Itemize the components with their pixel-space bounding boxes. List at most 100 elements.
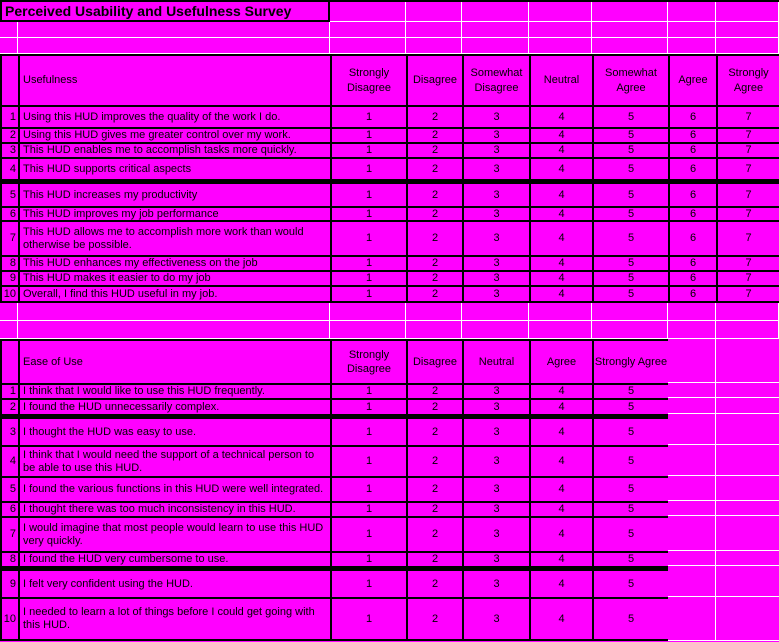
rating-cell[interactable]: 1	[332, 419, 406, 445]
rating-cell[interactable]: 1	[332, 129, 406, 142]
rating-cell[interactable]: 7	[718, 257, 779, 270]
rating-cell[interactable]: 1	[332, 222, 406, 255]
rating-cell[interactable]: 6	[670, 257, 716, 270]
rating-cell[interactable]: 1	[332, 518, 406, 551]
rating-cell[interactable]: 3	[464, 184, 529, 206]
rating-cell[interactable]: 2	[408, 184, 462, 206]
rating-cell[interactable]: 5	[594, 222, 668, 255]
rating-cell[interactable]: 4	[531, 599, 592, 639]
rating-cell[interactable]: 3	[464, 257, 529, 270]
rating-cell[interactable]: 7	[718, 208, 779, 220]
rating-cell[interactable]: 7	[718, 272, 779, 285]
rating-cell[interactable]: 7	[718, 159, 779, 179]
rating-cell[interactable]: 4	[531, 184, 592, 206]
rating-cell[interactable]: 3	[464, 159, 529, 179]
rating-cell[interactable]: 7	[718, 184, 779, 206]
rating-cell[interactable]: 1	[332, 107, 406, 127]
rating-cell[interactable]: 4	[531, 571, 592, 597]
rating-cell[interactable]: 6	[670, 107, 716, 127]
rating-cell[interactable]: 6	[670, 184, 716, 206]
rating-cell[interactable]: 3	[464, 287, 529, 301]
rating-cell[interactable]: 6	[670, 222, 716, 255]
rating-cell[interactable]: 5	[594, 571, 668, 597]
rating-cell[interactable]: 3	[464, 129, 529, 142]
rating-cell[interactable]: 5	[594, 419, 668, 445]
rating-cell[interactable]: 1	[332, 144, 406, 157]
rating-cell[interactable]: 2	[408, 385, 462, 398]
rating-cell[interactable]: 4	[531, 518, 592, 551]
rating-cell[interactable]: 2	[408, 400, 462, 414]
rating-cell[interactable]: 3	[464, 400, 529, 414]
rating-cell[interactable]: 2	[408, 257, 462, 270]
rating-cell[interactable]: 3	[464, 208, 529, 220]
rating-cell[interactable]: 4	[531, 400, 592, 414]
rating-cell[interactable]: 4	[531, 272, 592, 285]
rating-cell[interactable]: 1	[332, 478, 406, 501]
rating-cell[interactable]: 5	[594, 599, 668, 639]
rating-cell[interactable]: 5	[594, 272, 668, 285]
rating-cell[interactable]: 2	[408, 419, 462, 445]
rating-cell[interactable]: 6	[670, 272, 716, 285]
rating-cell[interactable]: 2	[408, 107, 462, 127]
rating-cell[interactable]: 3	[464, 478, 529, 501]
rating-cell[interactable]: 5	[594, 385, 668, 398]
rating-cell[interactable]: 2	[408, 599, 462, 639]
rating-cell[interactable]: 2	[408, 503, 462, 516]
rating-cell[interactable]: 2	[408, 129, 462, 142]
rating-cell[interactable]: 2	[408, 447, 462, 476]
rating-cell[interactable]: 7	[718, 287, 779, 301]
rating-cell[interactable]: 1	[332, 272, 406, 285]
rating-cell[interactable]: 3	[464, 553, 529, 566]
rating-cell[interactable]: 6	[670, 159, 716, 179]
rating-cell[interactable]: 4	[531, 503, 592, 516]
rating-cell[interactable]: 1	[332, 385, 406, 398]
rating-cell[interactable]: 6	[670, 287, 716, 301]
rating-cell[interactable]: 3	[464, 144, 529, 157]
rating-cell[interactable]: 5	[594, 447, 668, 476]
rating-cell[interactable]: 2	[408, 553, 462, 566]
rating-cell[interactable]: 5	[594, 518, 668, 551]
rating-cell[interactable]: 3	[464, 385, 529, 398]
rating-cell[interactable]: 5	[594, 553, 668, 566]
rating-cell[interactable]: 4	[531, 208, 592, 220]
rating-cell[interactable]: 3	[464, 503, 529, 516]
rating-cell[interactable]: 3	[464, 447, 529, 476]
rating-cell[interactable]: 5	[594, 503, 668, 516]
rating-cell[interactable]: 2	[408, 159, 462, 179]
rating-cell[interactable]: 4	[531, 287, 592, 301]
rating-cell[interactable]: 1	[332, 447, 406, 476]
rating-cell[interactable]: 1	[332, 208, 406, 220]
rating-cell[interactable]: 3	[464, 571, 529, 597]
rating-cell[interactable]: 5	[594, 257, 668, 270]
rating-cell[interactable]: 5	[594, 208, 668, 220]
rating-cell[interactable]: 5	[594, 144, 668, 157]
rating-cell[interactable]: 5	[594, 107, 668, 127]
rating-cell[interactable]: 5	[594, 287, 668, 301]
rating-cell[interactable]: 4	[531, 144, 592, 157]
rating-cell[interactable]: 4	[531, 159, 592, 179]
rating-cell[interactable]: 7	[718, 222, 779, 255]
rating-cell[interactable]: 4	[531, 553, 592, 566]
rating-cell[interactable]: 1	[332, 400, 406, 414]
rating-cell[interactable]: 2	[408, 478, 462, 501]
rating-cell[interactable]: 2	[408, 571, 462, 597]
rating-cell[interactable]: 2	[408, 272, 462, 285]
rating-cell[interactable]: 3	[464, 599, 529, 639]
rating-cell[interactable]: 1	[332, 553, 406, 566]
rating-cell[interactable]: 7	[718, 144, 779, 157]
rating-cell[interactable]: 3	[464, 518, 529, 551]
rating-cell[interactable]: 2	[408, 287, 462, 301]
rating-cell[interactable]: 1	[332, 184, 406, 206]
rating-cell[interactable]: 4	[531, 257, 592, 270]
rating-cell[interactable]: 4	[531, 447, 592, 476]
rating-cell[interactable]: 2	[408, 144, 462, 157]
rating-cell[interactable]: 5	[594, 400, 668, 414]
rating-cell[interactable]: 1	[332, 571, 406, 597]
rating-cell[interactable]: 2	[408, 222, 462, 255]
rating-cell[interactable]: 3	[464, 419, 529, 445]
rating-cell[interactable]: 3	[464, 107, 529, 127]
rating-cell[interactable]: 5	[594, 478, 668, 501]
rating-cell[interactable]: 3	[464, 272, 529, 285]
rating-cell[interactable]: 6	[670, 144, 716, 157]
rating-cell[interactable]: 5	[594, 129, 668, 142]
